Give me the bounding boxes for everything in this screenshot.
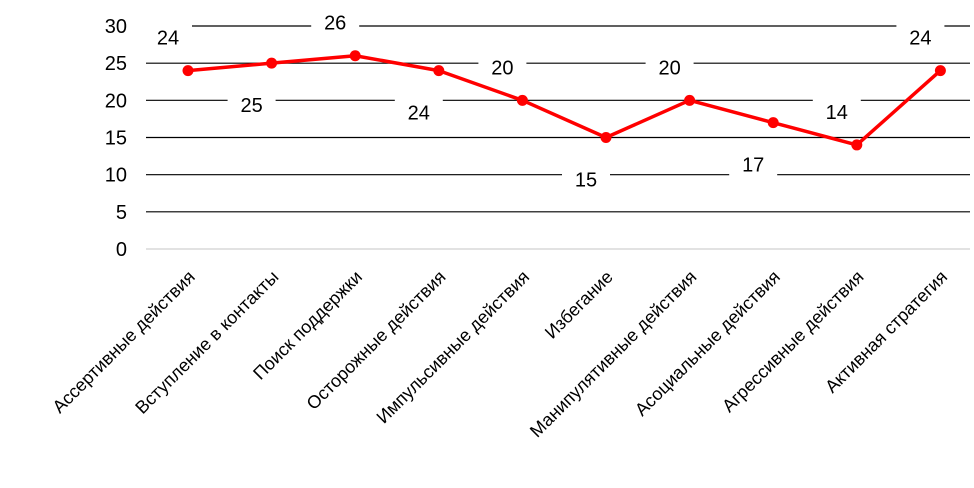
data-label-bg <box>478 52 527 83</box>
data-label: 20 <box>491 57 513 79</box>
data-label: 24 <box>909 28 931 50</box>
data-label-bg <box>645 52 694 83</box>
data-label-bg <box>311 7 360 38</box>
series-line <box>186 53 943 147</box>
data-point <box>433 65 445 77</box>
y-tick-label: 15 <box>105 128 127 150</box>
data-label: 20 <box>658 57 680 79</box>
data-label: 14 <box>826 102 848 124</box>
x-tick-label: Ассертивные действия <box>49 267 199 417</box>
data-label-bg <box>729 149 778 180</box>
y-tick-label: 5 <box>116 202 127 224</box>
data-point <box>600 132 612 143</box>
x-tick-label: Импульсивные действия <box>373 267 534 428</box>
y-axis-ticks: 0 5 10 15 20 25 30 <box>105 16 127 261</box>
data-point <box>934 65 946 77</box>
data-label-bg <box>227 90 276 121</box>
y-tick-label: 10 <box>105 165 127 187</box>
data-label-bg <box>394 97 443 128</box>
data-label: 15 <box>575 170 597 192</box>
data-label: 25 <box>240 95 262 117</box>
data-point <box>182 65 194 77</box>
x-tick-label: Вступление в контакты <box>131 267 282 418</box>
data-point <box>767 117 779 129</box>
data-label-bg <box>144 22 192 53</box>
data-label-bg <box>562 164 610 195</box>
data-point <box>266 57 278 69</box>
x-tick-label: Агрессивные действия <box>718 267 867 416</box>
data-label: 24 <box>157 28 179 50</box>
data-label: 26 <box>324 13 346 35</box>
data-point <box>851 139 863 151</box>
x-tick-label: Манипулятивные действия <box>526 267 700 441</box>
data-label: 24 <box>408 103 430 125</box>
y-tick-label: 30 <box>105 16 127 38</box>
series-group <box>182 50 946 151</box>
data-point <box>684 94 696 106</box>
y-tick-label: 0 <box>116 239 127 261</box>
data-label-bg <box>896 22 945 53</box>
data-label: 17 <box>742 155 764 177</box>
data-point <box>349 50 361 62</box>
x-tick-label: Осторожные действия <box>303 267 450 414</box>
data-labels: 24 25 26 24 20 15 20 17 14 24 <box>144 7 945 195</box>
data-point <box>516 94 528 106</box>
y-tick-label: 25 <box>105 53 127 75</box>
x-tick-label: Асоциальные действия <box>631 267 784 420</box>
data-label-bg <box>812 96 861 127</box>
y-tick-label: 20 <box>105 90 127 112</box>
x-tick-label: Избегание <box>541 267 617 343</box>
